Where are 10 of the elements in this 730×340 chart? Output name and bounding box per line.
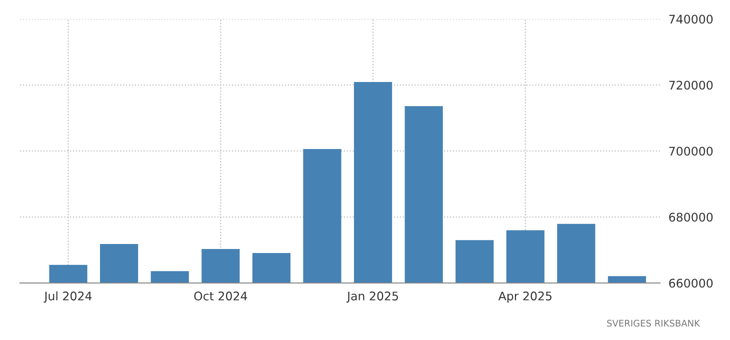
y-tick-label: 660000: [669, 278, 713, 288]
y-tick-label: 700000: [669, 146, 713, 156]
x-tick-label: Apr 2025: [498, 292, 552, 303]
text: SVERIGES RIKSBANK: [607, 320, 700, 327]
x-tick-label: Jan 2025: [346, 292, 398, 303]
y-tick-label: 740000: [669, 14, 713, 24]
y-tick-label: 680000: [669, 212, 713, 222]
y-tick-label: 720000: [669, 80, 713, 90]
x-tick-label: Jul 2024: [44, 291, 92, 303]
x-tick-label: Oct 2024: [194, 292, 248, 300]
